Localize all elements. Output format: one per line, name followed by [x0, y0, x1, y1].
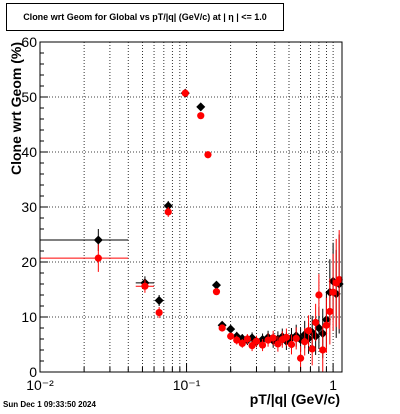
data-point [233, 336, 241, 344]
y-tick-label: 40 [21, 144, 37, 160]
x-axis-label: pT/|q| (GeV/c) [250, 391, 340, 407]
x-tick-label: 1 [329, 377, 337, 393]
data-point [248, 342, 256, 350]
data-point [238, 339, 246, 347]
data-point [243, 335, 251, 343]
data-point [163, 201, 173, 211]
data-point [218, 324, 226, 332]
data-point [258, 341, 267, 349]
data-point [181, 89, 189, 97]
data-layer [40, 88, 344, 372]
data-point [292, 334, 300, 343]
data-point [287, 340, 296, 349]
data-point [226, 324, 236, 334]
y-tick-label: 60 [21, 34, 37, 50]
data-point [329, 288, 337, 296]
data-point [155, 309, 163, 317]
data-point [211, 280, 221, 290]
series-red [40, 89, 343, 372]
data-point [335, 276, 343, 284]
data-point [196, 102, 206, 112]
chart-title: Clone wrt Geom for Global vs pT/|q| (GeV… [6, 3, 284, 31]
data-point [252, 337, 261, 345]
data-point [322, 321, 330, 329]
data-point [308, 345, 316, 353]
data-point [315, 291, 323, 299]
data-point [296, 354, 305, 362]
y-axis-label: Clone wrt Geom (%) [8, 42, 24, 175]
data-point [94, 254, 102, 262]
data-point [197, 112, 205, 120]
data-point [154, 296, 164, 305]
data-point [274, 340, 282, 348]
x-tick-label: 10⁻² [26, 377, 54, 393]
axes: 0 10 20 30 40 50 60 10⁻² 10⁻¹ 1 [21, 34, 343, 393]
x-tick-label: 10⁻¹ [173, 377, 201, 393]
data-point [141, 282, 149, 290]
y-tick-label: 20 [21, 254, 37, 270]
y-tick-label: 0 [29, 364, 37, 380]
grid [40, 42, 342, 372]
data-point [326, 307, 334, 316]
timestamp: Sun Dec 1 09:33:50 2024 [3, 400, 96, 409]
data-point [282, 333, 290, 341]
data-point [269, 334, 277, 342]
data-point [319, 346, 327, 354]
y-tick-label: 30 [21, 199, 37, 215]
data-point [93, 235, 103, 245]
data-point [312, 318, 320, 327]
data-point [301, 338, 309, 346]
data-point [204, 151, 212, 159]
y-tick-label: 50 [21, 89, 37, 105]
y-tick-label: 10 [21, 309, 37, 325]
data-point [164, 208, 172, 216]
data-point [227, 332, 235, 340]
data-point [304, 327, 313, 335]
data-point [212, 288, 221, 296]
